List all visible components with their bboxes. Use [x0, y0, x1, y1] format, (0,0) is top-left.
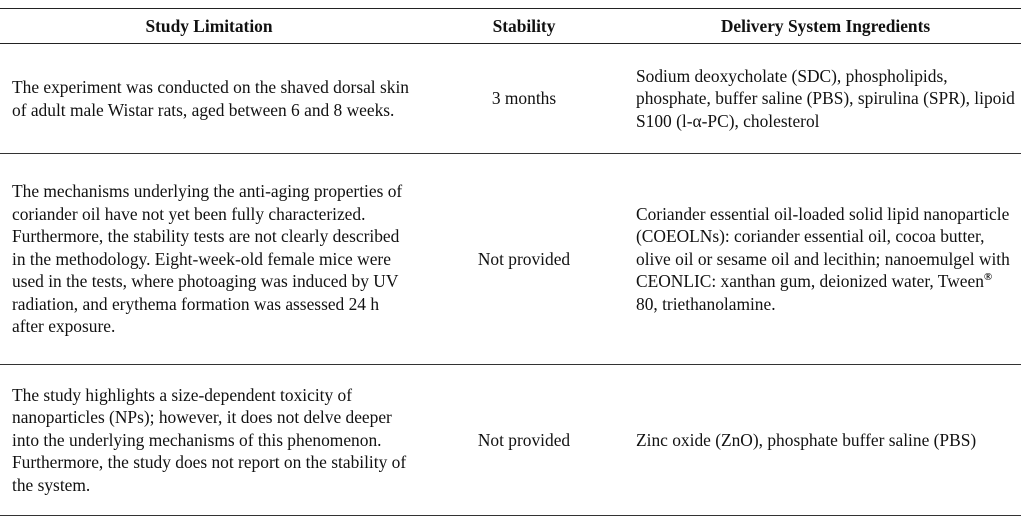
- cell-stability: Not provided: [418, 364, 630, 516]
- cell-study-limitation: The experiment was conducted on the shav…: [0, 43, 418, 154]
- study-limitations-table-container: Study Limitation Stability Delivery Syst…: [0, 8, 1021, 516]
- header-row: Study Limitation Stability Delivery Syst…: [0, 8, 1021, 44]
- cell-delivery-ingredients: Coriander essential oil-loaded solid lip…: [630, 153, 1021, 365]
- table-header: Study Limitation Stability Delivery Syst…: [0, 8, 1021, 44]
- header-study-limitation: Study Limitation: [0, 8, 418, 44]
- table-row: The experiment was conducted on the shav…: [0, 43, 1021, 154]
- ingredients-text: Coriander essential oil-loaded solid lip…: [636, 203, 1010, 292]
- study-limitations-table: Study Limitation Stability Delivery Syst…: [0, 8, 1021, 516]
- cell-study-limitation: The study highlights a size-dependent to…: [0, 364, 418, 516]
- ingredients-text-continued: 80, triethanolamine.: [636, 293, 776, 314]
- cell-study-limitation: The mechanisms underlying the anti-aging…: [0, 153, 418, 365]
- header-delivery-system-ingredients: Delivery System Ingredients: [630, 8, 1021, 44]
- cell-stability: Not provided: [418, 153, 630, 365]
- header-stability: Stability: [418, 8, 630, 44]
- table-row: The study highlights a size-dependent to…: [0, 364, 1021, 516]
- cell-stability: 3 months: [418, 43, 630, 154]
- cell-delivery-ingredients: Sodium deoxycholate (SDC), phospholipids…: [630, 43, 1021, 154]
- cell-delivery-ingredients: Zinc oxide (ZnO), phosphate buffer salin…: [630, 364, 1021, 516]
- table-row: The mechanisms underlying the anti-aging…: [0, 153, 1021, 365]
- table-body: The experiment was conducted on the shav…: [0, 43, 1021, 516]
- registered-trademark-mark: ®: [983, 271, 993, 284]
